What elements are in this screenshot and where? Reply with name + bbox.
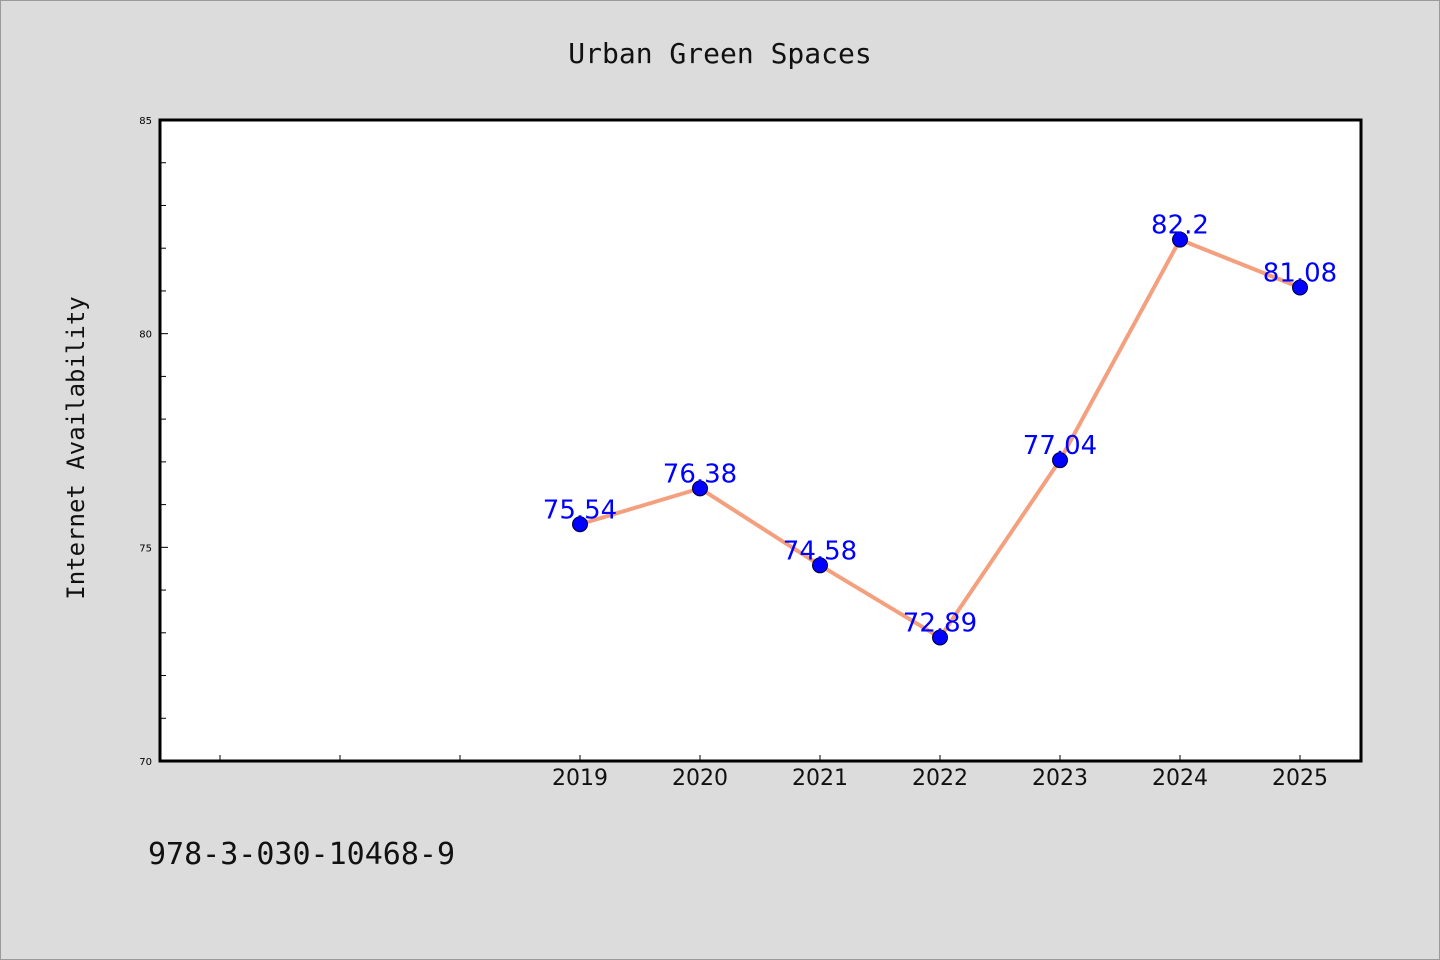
x-tick-label: 2023 [1032, 766, 1088, 791]
data-point [1052, 452, 1068, 469]
data-point [1292, 279, 1308, 296]
chart-title: Urban Green Spaces [568, 37, 871, 70]
data-point [572, 516, 588, 533]
data-label: 77.04 [1023, 431, 1097, 461]
x-axis-ticks: 2019 2020 2021 2022 2023 2024 2025 [219, 755, 1328, 791]
plot-area [158, 118, 1363, 763]
x-tick-label: 2020 [672, 766, 728, 791]
data-label: 82.2 [1151, 211, 1209, 241]
y-tick-label: 80 [139, 330, 152, 341]
x-tick-label: 2021 [792, 766, 848, 791]
data-label: 72.89 [903, 609, 977, 639]
data-label: 74.58 [783, 536, 857, 566]
x-tick-label: 2022 [912, 766, 968, 791]
data-point [1172, 231, 1188, 248]
data-point [692, 480, 708, 497]
x-tick-label: 2025 [1272, 766, 1328, 791]
data-label: 81.08 [1263, 259, 1337, 289]
data-point [932, 629, 948, 646]
x-tick-label: 2024 [1152, 766, 1208, 791]
y-axis-label: Internet Availability [62, 296, 90, 599]
isbn-label: 978-3-030-10468-9 [148, 837, 455, 872]
y-tick-label: 85 [139, 116, 152, 127]
data-labels: 75.54 76.38 74.58 72.89 77.04 82.2 81.08 [543, 211, 1337, 639]
data-point [812, 557, 828, 574]
data-label: 75.54 [543, 495, 617, 525]
x-tick-label: 2019 [552, 766, 608, 791]
data-label: 76.38 [663, 459, 737, 489]
y-tick-label: 75 [139, 543, 152, 554]
data-markers [572, 231, 1308, 646]
y-tick-label: 70 [139, 757, 152, 768]
y-axis-ticks: 70 75 80 85 [139, 116, 168, 768]
